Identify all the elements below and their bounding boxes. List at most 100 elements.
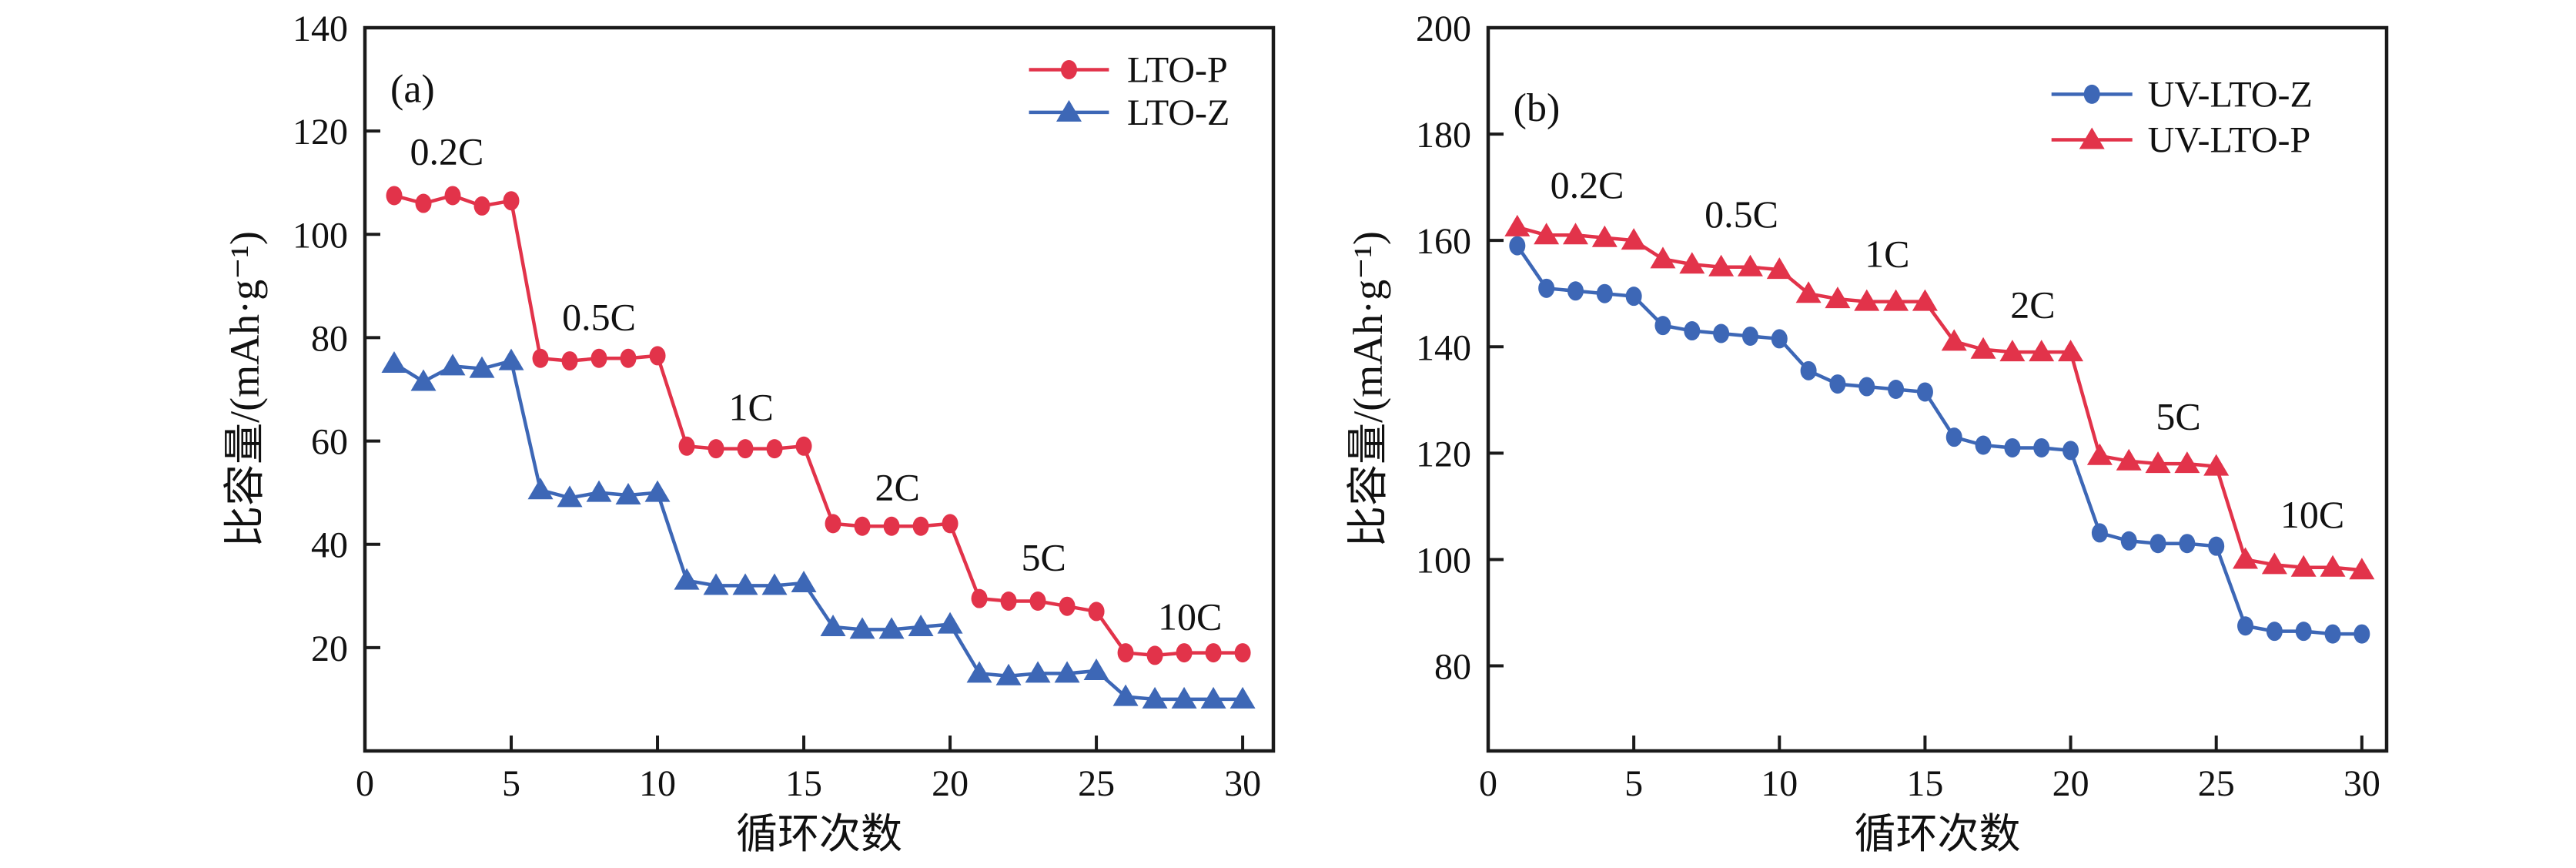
data-point-LTO-P xyxy=(1117,643,1134,663)
data-point-LTO-Z xyxy=(557,485,583,508)
data-point-LTO-Z xyxy=(674,568,700,590)
data-point-UV-LTO-P xyxy=(2203,454,2230,476)
data-point-LTO-Z xyxy=(1229,686,1256,709)
rate-annotation: 1C xyxy=(728,386,773,429)
data-point-LTO-P xyxy=(766,439,783,459)
y-tick-label: 120 xyxy=(1416,434,1471,474)
series-line-LTO-P xyxy=(392,193,1245,658)
data-point-UV-LTO-P xyxy=(2174,451,2200,474)
y-tick-label: 120 xyxy=(293,112,348,152)
chart-a: 0 5 10 15 20 25 30 20 40 60 80 100 120 140 循环次数 比容量/(mA… xyxy=(222,8,1276,857)
data-point-LTO-P xyxy=(883,516,900,536)
legend-marker-circle xyxy=(2083,84,2100,104)
y-axis-title: 比容量/(mAh·g⁻¹) xyxy=(1345,231,1391,548)
legend-label: UV-LTO-Z xyxy=(2148,74,2313,115)
data-point-LTO-Z xyxy=(849,617,875,639)
x-tick-label: 15 xyxy=(1906,763,1943,804)
data-point-LTO-Z xyxy=(410,369,437,391)
data-point-LTO-P xyxy=(590,348,607,368)
x-tick-label: 0 xyxy=(356,763,374,804)
plot-border xyxy=(363,25,1276,753)
rate-annotation: 2C xyxy=(875,466,919,509)
data-point-LTO-Z xyxy=(527,478,554,500)
rate-annotation: 0.2C xyxy=(1551,163,1624,206)
data-point-LTO-P xyxy=(620,348,637,368)
panel-label: (a) xyxy=(390,67,435,111)
legend-label: LTO-P xyxy=(1127,49,1228,90)
rate-annotation: 0.5C xyxy=(562,295,636,338)
data-point-LTO-P xyxy=(532,348,549,368)
chart-b: 0 5 10 15 20 25 30 80 100 120 140 160 180 200 循环次数 比容量/… xyxy=(1345,8,2389,857)
data-point-LTO-Z xyxy=(703,573,729,595)
data-point-UV-LTO-P xyxy=(1737,254,1763,276)
data-point-LTO-P xyxy=(708,439,724,459)
data-point-LTO-P xyxy=(649,346,666,366)
y-tick-label: 200 xyxy=(1416,8,1471,49)
data-point-LTO-P xyxy=(1059,596,1076,616)
data-point-LTO-Z xyxy=(966,661,992,683)
data-point-UV-LTO-Z xyxy=(1596,283,1613,303)
data-point-UV-LTO-P xyxy=(2029,340,2055,362)
data-point-LTO-P xyxy=(1000,591,1017,611)
x-tick-label: 25 xyxy=(2198,763,2235,804)
y-tick-label: 100 xyxy=(1416,540,1471,581)
data-point-LTO-Z xyxy=(1025,661,1051,683)
data-point-UV-LTO-P xyxy=(1621,228,1647,250)
y-tick-label: 160 xyxy=(1416,221,1471,262)
data-point-UV-LTO-P xyxy=(1708,254,1735,276)
data-point-LTO-P xyxy=(678,436,695,456)
rate-annotation: 1C xyxy=(1865,233,1909,276)
data-point-UV-LTO-P xyxy=(1970,337,1996,359)
data-point-UV-LTO-Z xyxy=(2004,437,2021,457)
data-point-UV-LTO-Z xyxy=(1713,323,1730,344)
data-point-LTO-P xyxy=(386,186,403,206)
data-point-UV-LTO-Z xyxy=(2149,534,2166,554)
data-point-UV-LTO-P xyxy=(1650,246,1676,269)
data-point-UV-LTO-Z xyxy=(1684,321,1701,341)
data-point-LTO-Z xyxy=(732,573,758,595)
x-tick-label: 10 xyxy=(1761,763,1798,804)
data-point-LTO-P xyxy=(795,436,812,456)
rate-annotation: 2C xyxy=(2010,283,2055,326)
data-point-LTO-P xyxy=(1176,643,1193,663)
data-point-LTO-Z xyxy=(761,573,788,595)
panel-label: (b) xyxy=(1514,86,1561,130)
data-point-UV-LTO-P xyxy=(2349,558,2375,580)
data-point-LTO-Z xyxy=(1083,659,1109,681)
y-tick-label: 100 xyxy=(293,215,348,256)
x-tick-label: 15 xyxy=(785,763,822,804)
data-point-LTO-Z xyxy=(586,480,612,502)
data-point-LTO-P xyxy=(1029,591,1046,611)
x-tick-label: 30 xyxy=(2343,763,2380,804)
x-axis-title: 循环次数 xyxy=(1855,811,2021,857)
data-point-LTO-P xyxy=(1146,645,1163,665)
series-line-UV-LTO-P xyxy=(1515,225,2364,572)
data-point-UV-LTO-P xyxy=(2261,552,2287,575)
data-point-UV-LTO-P xyxy=(2290,555,2317,577)
series-line-LTO-Z xyxy=(392,359,1245,702)
rate-annotation: 5C xyxy=(1021,535,1066,578)
y-axis-title: 比容量/(mAh·g⁻¹) xyxy=(222,231,268,548)
data-point-UV-LTO-Z xyxy=(2091,523,2108,543)
data-point-UV-LTO-Z xyxy=(1800,360,1817,380)
y-tick-label: 180 xyxy=(1416,115,1471,156)
data-point-UV-LTO-Z xyxy=(1975,435,1992,455)
data-point-UV-LTO-P xyxy=(1999,340,2026,362)
data-point-LTO-Z xyxy=(440,354,466,376)
data-point-LTO-P xyxy=(825,514,841,534)
data-point-LTO-Z xyxy=(908,615,934,637)
y-tick-label: 140 xyxy=(1416,327,1471,368)
data-point-UV-LTO-Z xyxy=(2295,622,2312,642)
y-tick-label: 40 xyxy=(311,525,348,566)
data-point-UV-LTO-P xyxy=(2233,547,2259,569)
data-point-LTO-P xyxy=(503,191,520,211)
data-point-LTO-Z xyxy=(878,617,905,639)
x-tick-label: 20 xyxy=(932,763,969,804)
data-point-UV-LTO-P xyxy=(1825,287,1851,309)
data-point-UV-LTO-P xyxy=(2086,443,2113,465)
data-point-UV-LTO-Z xyxy=(1741,326,1758,346)
data-point-LTO-P xyxy=(854,516,871,536)
x-tick-label: 30 xyxy=(1224,763,1261,804)
rate-annotation: 0.2C xyxy=(410,130,483,173)
